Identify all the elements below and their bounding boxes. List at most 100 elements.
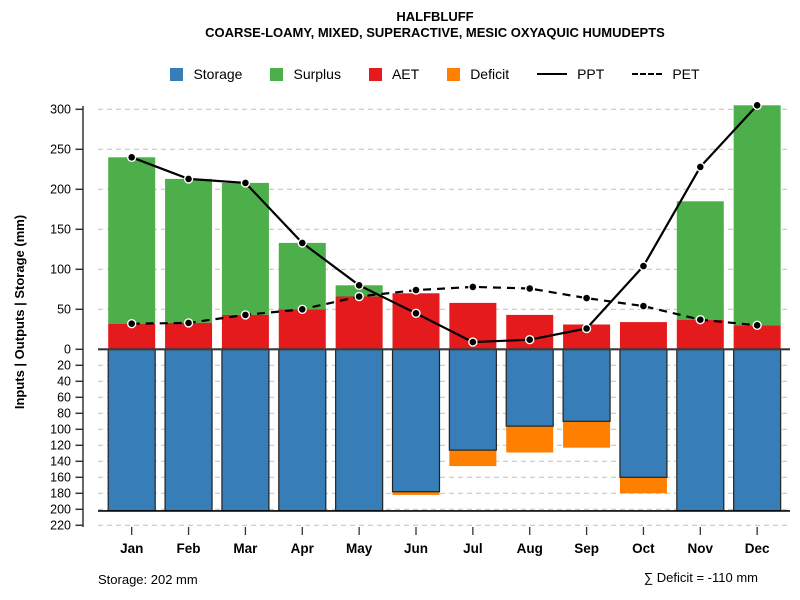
pet-point-may (354, 291, 364, 302)
legend-item-ppt: PPT (537, 66, 604, 82)
x-axis: Jan Feb Mar Apr May Jun Jul Aug Sep Oct Nov Dec (120, 527, 770, 556)
y-tick-label: 160 (50, 471, 71, 485)
y-tick-label: 120 (50, 439, 71, 453)
ppt-point-jan (126, 152, 137, 163)
ppt-point-apr (297, 238, 307, 248)
legend-label: Deficit (470, 66, 510, 82)
ppt-point-sep (581, 323, 592, 334)
color-swatch-storage (170, 67, 184, 81)
bar-storage-aug (505, 348, 554, 427)
legend-label: Storage (193, 66, 243, 82)
ppt-point-may (354, 280, 364, 290)
bar-storage-nov (676, 348, 725, 512)
color-swatch-surplus (270, 67, 284, 81)
pet-point-oct (638, 301, 649, 311)
bar-storage-may (335, 348, 384, 512)
legend-label: PET (672, 66, 700, 82)
ppt-line (131, 104, 758, 344)
bar-deficit-jun (392, 491, 440, 495)
ppt-point-aug (525, 335, 535, 345)
chart-subtitle: COARSE-LOAMY, MIXED, SUPERACTIVE, MESIC … (205, 25, 665, 40)
y-tick-label: 180 (50, 487, 71, 501)
month-label-nov: Nov (688, 541, 714, 556)
legend-item-storage: Storage (170, 66, 242, 82)
pet-point-nov (695, 315, 705, 325)
color-swatch-deficit (447, 67, 461, 81)
y-tick-label: 40 (57, 375, 71, 389)
month-label-oct: Oct (632, 541, 655, 556)
gridlines (98, 108, 790, 526)
month-label-aug: Aug (517, 541, 543, 556)
pet-line (131, 285, 758, 327)
ppt-point-jun (411, 308, 421, 318)
bar-deficit-aug (506, 426, 554, 453)
bar-surplus-feb (165, 178, 213, 323)
bar-storage-jan (107, 348, 156, 512)
bar-aet-may (335, 296, 383, 350)
y-tick-label: 300 (50, 103, 71, 117)
legend-item-aet: AET (368, 66, 419, 82)
bar-storage-oct (619, 348, 668, 478)
pet-point-mar (240, 310, 251, 320)
month-label-sep: Sep (574, 541, 599, 556)
legend-item-surplus: Surplus (270, 66, 341, 82)
bar-surplus-mar (221, 182, 269, 315)
ppt-point-oct (638, 261, 649, 271)
pet-point-sep (581, 293, 592, 303)
dashed-line-swatch (632, 73, 663, 75)
bar-surplus-dec (733, 105, 781, 326)
storage-annotation: Storage: 202 mm (98, 572, 198, 587)
y-tick-label: 100 (50, 263, 71, 277)
y-tick-label: 200 (50, 183, 71, 197)
pet-point-aug (525, 283, 535, 294)
pet-point-jan (126, 319, 137, 329)
pet-point-jul (468, 282, 478, 292)
legend-label: Surplus (293, 66, 341, 82)
y-tick-label: 100 (50, 423, 71, 437)
bar-deficit-sep (563, 421, 611, 448)
y-tick-label: 140 (50, 455, 71, 469)
pet-point-apr (297, 304, 307, 314)
solid-line-swatch (537, 73, 568, 75)
month-label-mar: Mar (233, 541, 258, 556)
y-tick-label: 220 (50, 519, 71, 533)
deficit-sum-annotation: ∑ Deficit = -110 mm (643, 570, 758, 585)
y-tick-label: 20 (57, 359, 71, 373)
bar-storage-jul (448, 348, 497, 451)
pet-point-jun (411, 285, 421, 295)
ppt-point-feb (183, 174, 194, 184)
ppt-point-dec (752, 100, 762, 111)
bar-aet-oct (619, 322, 667, 350)
y-tick-label: 150 (50, 223, 71, 237)
y-tick-label: 60 (57, 391, 71, 405)
bar-storage-sep (562, 348, 611, 422)
ppt-point-mar (240, 178, 251, 188)
bar-storage-mar (221, 348, 270, 512)
bar-deficit-jul (449, 450, 497, 467)
color-swatch-aet (368, 67, 382, 81)
bar-surplus-jan (108, 157, 156, 324)
bar-aet-mar (221, 314, 269, 350)
y-tick-label: 80 (57, 407, 71, 421)
pet-point-feb (183, 318, 194, 328)
y-tick-label: 200 (50, 503, 71, 517)
bar-aet-nov (676, 319, 724, 350)
bar-surplus-apr (278, 242, 326, 310)
bars (107, 105, 782, 512)
month-label-jun: Jun (404, 541, 428, 556)
bar-deficit-oct (619, 477, 667, 494)
bar-surplus-may (335, 285, 383, 297)
chart-title: HALFBLUFF (396, 9, 474, 24)
month-label-jul: Jul (463, 541, 483, 556)
y-tick-label: 50 (57, 303, 71, 317)
line-markers (126, 100, 762, 347)
ppt-point-jul (468, 337, 478, 347)
month-label-dec: Dec (745, 541, 770, 556)
y-axis: 0 50 100 150 200 250 300 20 40 60 80 100 120 140 160 18… (50, 103, 84, 533)
legend-item-deficit: Deficit (447, 66, 509, 82)
bar-storage-jun (391, 348, 441, 493)
y-tick-label: 0 (64, 343, 71, 357)
bar-surplus-nov (676, 201, 724, 320)
